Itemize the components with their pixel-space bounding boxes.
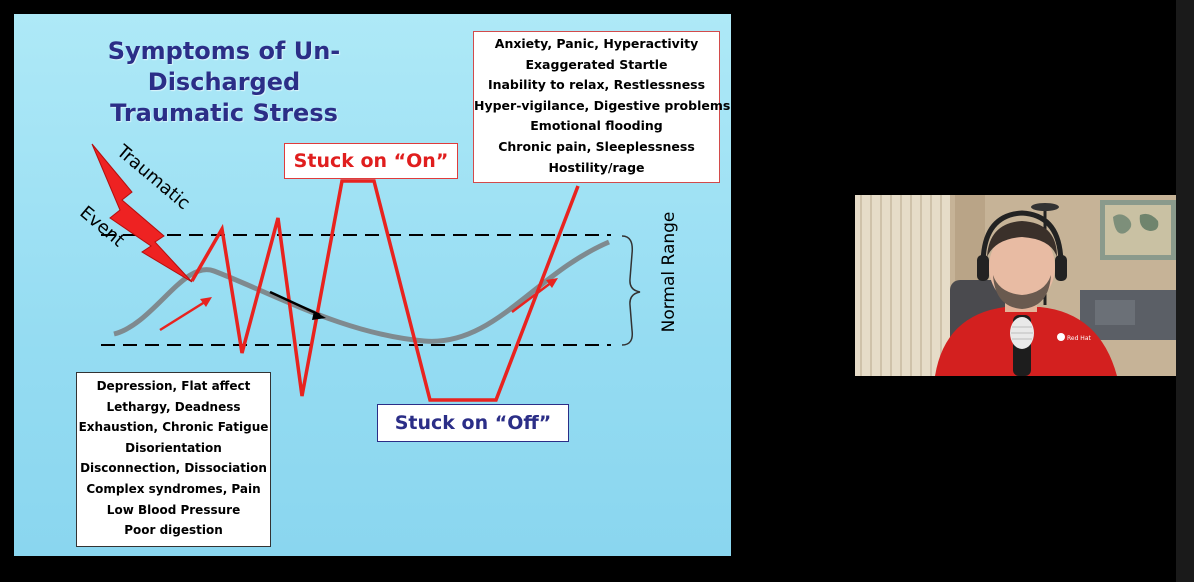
hyper-symptom: Hyper-vigilance, Digestive problems	[474, 97, 731, 113]
presentation-slide: Symptoms of Un-Discharged Traumatic Stre…	[14, 14, 731, 556]
descending-arrow-head	[312, 311, 326, 320]
slide-title-line1: Symptoms of Un-Discharged	[107, 37, 341, 96]
descending-arrow	[269, 290, 321, 317]
hypo-symptom: Disconnection, Dissociation	[80, 461, 267, 476]
hypo-symptom: Depression, Flat affect	[96, 379, 251, 393]
dysregulation-line	[190, 179, 580, 402]
slide-title-line2: Traumatic Stress	[110, 99, 338, 127]
arousal-diagram	[91, 143, 641, 402]
hyper-symptom: Exaggerated Startle	[525, 56, 668, 72]
hypo-symptom: Disorientation	[125, 440, 222, 455]
hyper-symptom: Chronic pain, Sleeplessness	[498, 138, 695, 154]
hypo-symptom: Exhaustion, Chronic Fatigue	[78, 420, 269, 435]
presenter-video-icon: Red Hat	[855, 195, 1176, 376]
recovery-arrow-head	[546, 278, 558, 288]
recovery-arrow	[511, 281, 553, 313]
hypo-symptom: Poor digestion	[124, 523, 223, 538]
hyper-symptom: Anxiety, Panic, Hyperactivity	[494, 36, 699, 51]
hyper-symptom: Hostility/rage	[548, 159, 645, 175]
normal-range-label: Normal Range	[659, 211, 679, 333]
hypoarousal-symptoms-box: Depression, Flat affect Lethargy, Deadne…	[76, 372, 271, 547]
hyper-symptom: Emotional flooding	[530, 118, 663, 134]
shirt-logo: Red Hat	[1067, 335, 1091, 342]
lightning-bolt-icon	[91, 143, 193, 283]
hyperarousal-symptoms-box: Anxiety, Panic, Hyperactivity Exaggerate…	[473, 31, 731, 183]
stuck-off-label: Stuck on “Off”	[377, 404, 569, 442]
hypo-symptom: Lethargy, Deadness	[106, 399, 241, 414]
hyper-symptom: Inability to relax, Restlessness	[487, 77, 706, 93]
hypo-symptom: Complex syndromes, Pain	[86, 481, 261, 496]
right-edge-strip	[1176, 0, 1194, 582]
presenter-webcam-feed: Red Hat	[855, 195, 1176, 376]
rising-arrow	[159, 298, 209, 332]
slide-title: Symptoms of Un-Discharged Traumatic Stre…	[34, 36, 414, 129]
rising-arrow-head	[200, 297, 212, 307]
normal-range-brace	[621, 235, 641, 346]
regulation-wave	[113, 239, 610, 344]
stuck-on-label: Stuck on “On”	[284, 143, 458, 179]
hypo-symptom: Low Blood Pressure	[106, 502, 241, 517]
